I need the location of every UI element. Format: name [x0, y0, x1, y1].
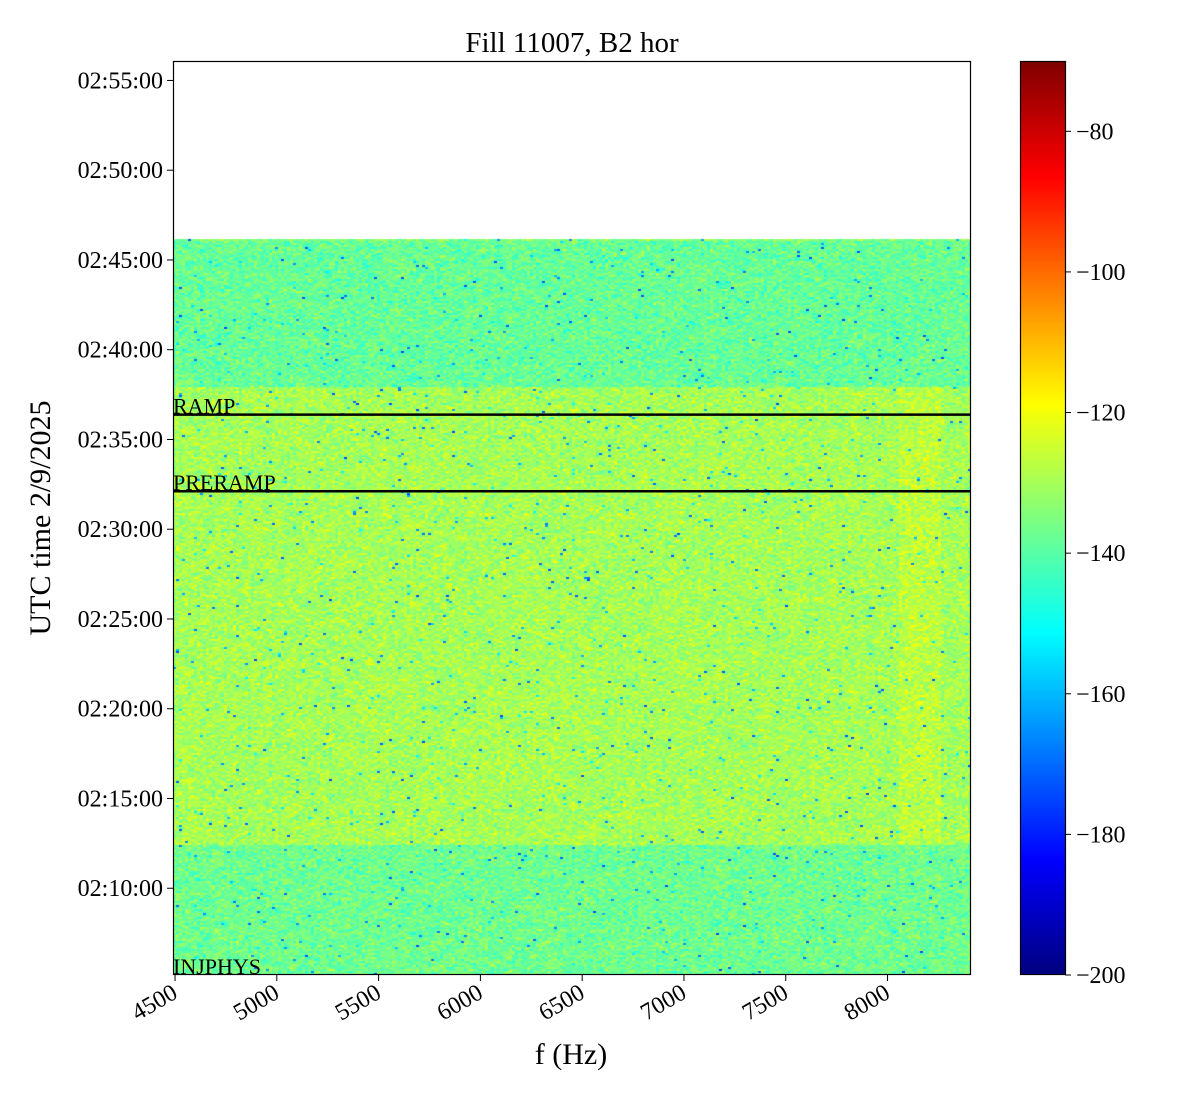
x-axis-label: f (Hz) [535, 1038, 607, 1071]
y-tick-label: 02:30:00 [78, 517, 163, 543]
colorbar-tick-label: −80 [1076, 119, 1114, 145]
x-tick-label: 4500 [127, 980, 182, 1027]
colorbar-tick-label: −200 [1076, 963, 1126, 989]
colorbar-tick-label: −180 [1076, 822, 1126, 848]
x-tick-label: 5000 [229, 980, 284, 1027]
spectrogram-heatmap [173, 61, 971, 975]
colorbar-gradient [1020, 61, 1065, 975]
event-label: INJPHYS [173, 954, 261, 979]
y-tick-label: 02:45:00 [78, 248, 163, 274]
x-tick-label: 6500 [535, 980, 590, 1027]
chart-title: Fill 11007, B2 hor [465, 27, 679, 59]
colorbar-frame [1019, 60, 1067, 976]
x-tick-label: 6000 [433, 980, 488, 1027]
plot-frame [172, 60, 972, 976]
x-tick-label: 7000 [636, 980, 691, 1027]
colorbar-tick-label: −140 [1076, 541, 1126, 567]
colorbar-tick-label: −100 [1076, 260, 1126, 286]
event-label: PRERAMP [173, 470, 276, 495]
y-tick-label: 02:20:00 [78, 697, 163, 723]
y-tick-label: 02:35:00 [78, 427, 163, 453]
y-tick-label: 02:15:00 [78, 786, 163, 812]
x-tick-label: 8000 [840, 980, 895, 1027]
y-tick-label: 02:55:00 [78, 68, 163, 94]
y-tick-label: 02:40:00 [78, 338, 163, 364]
y-tick-label: 02:50:00 [78, 158, 163, 184]
colorbar-tick-label: −120 [1076, 401, 1126, 427]
x-tick-label: 5500 [331, 980, 386, 1027]
y-tick-label: 02:10:00 [78, 876, 163, 902]
y-axis-label: UTC time 2/9/2025 [24, 401, 57, 636]
y-tick-label: 02:25:00 [78, 607, 163, 633]
event-label: RAMP [173, 394, 235, 419]
colorbar-tick-label: −160 [1076, 682, 1126, 708]
x-tick-label: 7500 [738, 980, 793, 1027]
